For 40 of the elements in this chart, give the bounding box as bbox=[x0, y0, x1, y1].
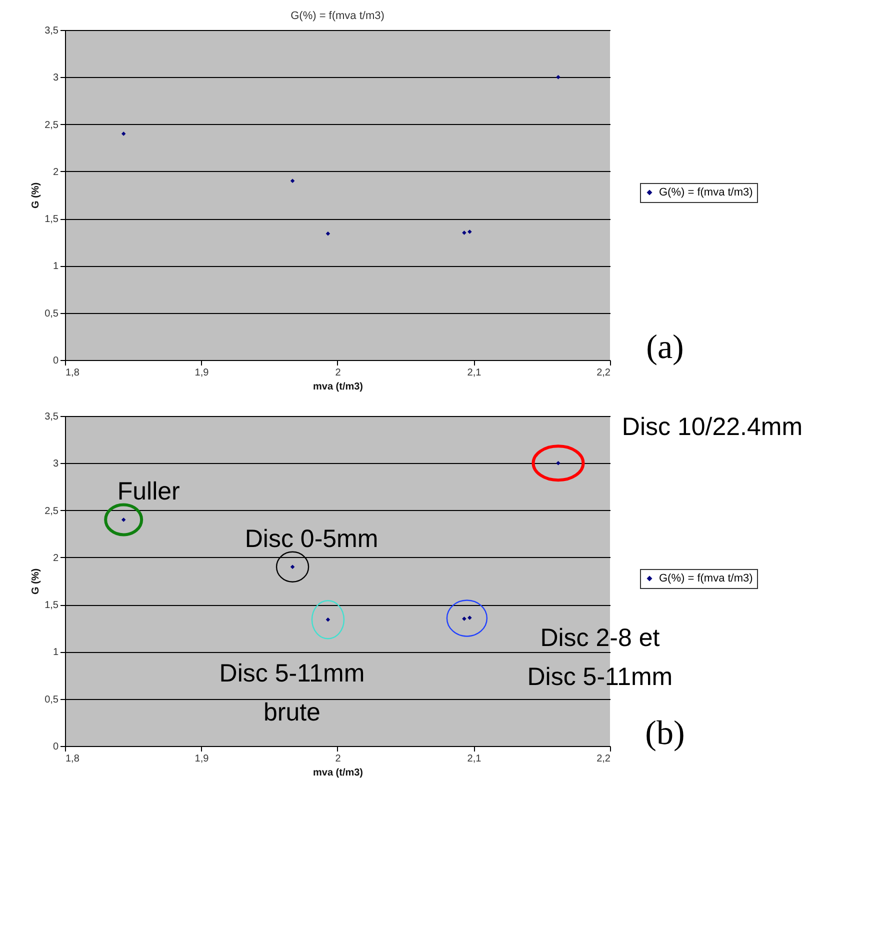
x-tick-label: 1,9 bbox=[194, 754, 210, 764]
y-axis-title: G (%) bbox=[30, 182, 42, 209]
annotation: Disc 5-11mm brute bbox=[219, 660, 365, 727]
text: (a) bbox=[646, 329, 684, 366]
x-tick-label: 2 bbox=[335, 754, 342, 764]
x-axis-title: mva (t/m3) bbox=[312, 768, 364, 778]
annotation: Fuller bbox=[117, 478, 180, 506]
y-tick-label: 2,5 bbox=[44, 506, 59, 517]
x-tick-label: 2,2 bbox=[596, 368, 611, 378]
y-tick-label: 2 bbox=[52, 166, 59, 178]
x-tick-label: 2,1 bbox=[467, 754, 482, 764]
y-tick-label: 0 bbox=[52, 742, 59, 752]
y-tick-label: 0,5 bbox=[44, 694, 59, 706]
y-tick-label: 3,5 bbox=[44, 412, 59, 422]
y-tick-label: 0,5 bbox=[44, 308, 59, 320]
annotation: Disc 10/22.4mm bbox=[622, 413, 803, 442]
x-tick-label: 2,1 bbox=[467, 368, 482, 378]
y-tick-label: 0 bbox=[52, 356, 59, 366]
y-axis-title: G (%) bbox=[30, 568, 42, 595]
text: (b) bbox=[645, 715, 685, 752]
x-tick-label: 1,9 bbox=[194, 368, 210, 378]
annotation: Disc 0-5mm bbox=[244, 524, 378, 553]
x-tick-label: 1,8 bbox=[66, 754, 80, 764]
x-tick-label: 1,8 bbox=[66, 368, 80, 378]
y-tick-label: 2 bbox=[52, 552, 59, 564]
chart-title: G(%) = f(mva t/m3) bbox=[290, 10, 384, 22]
y-tick-label: 3,5 bbox=[44, 26, 59, 36]
y-tick-label: 3 bbox=[52, 72, 59, 84]
annotation: Disc 2-8 et Disc 5-11mm bbox=[527, 624, 673, 692]
y-tick-label: 1 bbox=[52, 261, 59, 272]
y-tick-label: 3 bbox=[52, 458, 59, 470]
y-tick-label: 1,5 bbox=[44, 600, 59, 612]
legend-label: G(%) = f(mva t/m3) bbox=[659, 186, 753, 198]
x-axis-title: mva (t/m3) bbox=[312, 382, 364, 392]
y-tick-label: 1 bbox=[52, 647, 59, 658]
y-tick-label: 2,5 bbox=[44, 120, 59, 131]
x-tick-label: 2,2 bbox=[596, 754, 611, 764]
y-tick-label: 1,5 bbox=[44, 214, 59, 226]
legend-label: G(%) = f(mva t/m3) bbox=[659, 572, 753, 584]
x-tick-label: 2 bbox=[335, 368, 342, 378]
